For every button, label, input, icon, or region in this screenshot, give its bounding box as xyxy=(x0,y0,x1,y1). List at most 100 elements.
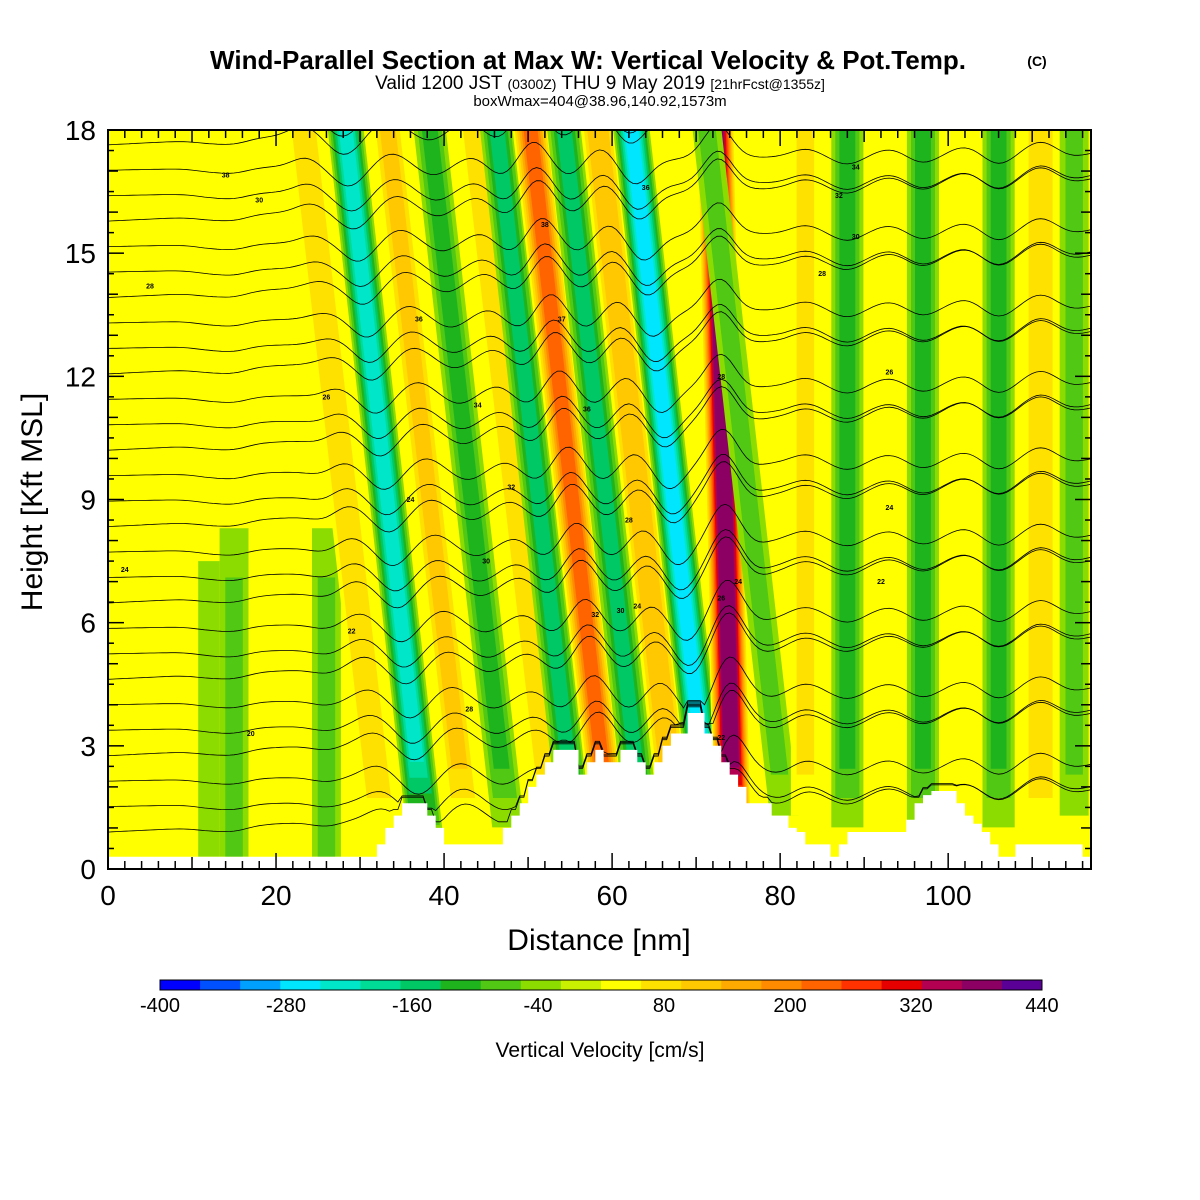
chart-title: Wind-Parallel Section at Max W: Vertical… xyxy=(210,45,966,75)
contour-label-9: 32 xyxy=(507,485,515,492)
contour-label-16: 32 xyxy=(591,612,599,619)
velocity-band-4-level-5 xyxy=(338,130,424,762)
isentrope-5 xyxy=(108,656,1091,719)
isentrope-20 xyxy=(108,278,1091,338)
colorbar-tick-label: 320 xyxy=(899,995,932,1017)
contour-label-30: 24 xyxy=(886,505,894,512)
isentrope-11 xyxy=(108,503,1091,567)
colorbar-swatch xyxy=(721,980,762,990)
colorbar-tick-label: 440 xyxy=(1025,995,1058,1017)
contour-label-14: 37 xyxy=(558,316,566,323)
x-tick-label: 0 xyxy=(100,880,116,911)
contour-label-6: 20 xyxy=(247,731,255,738)
contour-label-0: 38 xyxy=(222,173,230,180)
contour-label-2: 28 xyxy=(146,284,154,291)
isentrope-14 xyxy=(108,428,1091,490)
contour-label-26: 32 xyxy=(835,193,843,200)
contour-label-17: 30 xyxy=(617,608,625,615)
colorbar-swatch xyxy=(801,980,843,990)
velocity-band-15-level-1 xyxy=(796,130,815,775)
x-tick-label: 40 xyxy=(428,880,459,911)
colorbar-tick-label: 200 xyxy=(773,995,806,1017)
contour-label-29: 26 xyxy=(886,370,894,377)
velocity-band-19-level-1 xyxy=(956,130,974,775)
velocity-band-1-level-1 xyxy=(225,577,243,857)
isentrope-21 xyxy=(108,235,1091,305)
colorbar-swatch xyxy=(480,980,522,990)
y-tick-label: 0 xyxy=(80,854,96,885)
contour-label-11: 28 xyxy=(465,706,473,713)
isentrope-19 xyxy=(108,303,1091,363)
contour-label-5: 22 xyxy=(348,628,356,635)
contour-label-18: 28 xyxy=(625,518,633,525)
x-tick-label: 80 xyxy=(765,880,796,911)
contour-label-27: 30 xyxy=(852,234,860,241)
contour-label-3: 26 xyxy=(323,394,331,401)
velocity-band-16-level-2 xyxy=(839,130,856,769)
velocity-band-18-level-2 xyxy=(915,130,931,769)
velocity-band-7-level-1 xyxy=(463,130,554,775)
isentrope-9 xyxy=(108,536,1091,609)
velocity-band-21-level-2 xyxy=(1032,130,1049,769)
velocity-band-5-level-2 xyxy=(379,130,468,769)
contour-label-8: 34 xyxy=(474,403,482,410)
x-tick-label: 100 xyxy=(925,880,972,911)
potential-temperature-contours xyxy=(108,130,1091,833)
contour-label-24: 22 xyxy=(717,735,725,742)
velocity-band-10-level-3 xyxy=(556,130,644,766)
valid-time-line: Valid 1200 JST (0300Z) THU 9 May 2019 [2… xyxy=(375,73,825,94)
velocity-band-0-level-0 xyxy=(198,561,220,857)
isentrope-25 xyxy=(108,150,1091,212)
colorbar-title: Vertical Velocity [cm/s] xyxy=(496,1039,705,1062)
terrain-profile xyxy=(108,713,1091,869)
x-axis: 0 20 40 60 80 100 xyxy=(100,130,1084,911)
isentrope-22 xyxy=(108,228,1091,287)
colorbar-swatch xyxy=(400,980,442,990)
colorbar-tick-label: -280 xyxy=(266,995,306,1017)
x-tick-label: 60 xyxy=(597,880,628,911)
contour-label-1: 30 xyxy=(255,197,263,204)
colorbar-swatch xyxy=(160,980,201,990)
colorbar-swatch xyxy=(841,980,883,990)
isentrope-8 xyxy=(108,580,1091,643)
colorbar-swatch xyxy=(961,980,1003,990)
contour-label-23: 24 xyxy=(734,579,742,586)
contour-label-19: 24 xyxy=(633,604,641,611)
isentrope-0 xyxy=(108,706,1091,833)
colorbar-swatch xyxy=(200,980,241,990)
velocity-band-22-level-1 xyxy=(1065,130,1083,775)
isentrope-15 xyxy=(108,386,1091,457)
isentrope-13 xyxy=(108,454,1091,516)
terrain-mask xyxy=(108,713,1091,869)
contour-label-12: 24 xyxy=(407,497,415,504)
velocity-band-12-level-6 xyxy=(624,130,710,761)
colorbar-tick-label: 80 xyxy=(653,995,675,1017)
colorbar-swatch xyxy=(440,980,482,990)
colorbar-swatch xyxy=(641,980,682,990)
colorbar: -400 -280 -160 -40 80 200 320 440 xyxy=(140,979,1059,1017)
colorbar-swatch xyxy=(881,980,923,990)
contour-label-28: 28 xyxy=(818,271,826,278)
colorbar-swatch xyxy=(280,980,321,990)
colorbar-tick-label: -160 xyxy=(392,995,432,1017)
colorbar-swatch xyxy=(761,980,802,990)
colorbar-swatch xyxy=(320,980,361,990)
isentrope-23 xyxy=(108,202,1091,262)
velocity-band-9-level-5 xyxy=(523,130,609,762)
forecast-tag: [21hrFcst@1355z] xyxy=(710,76,825,92)
x-tick-label: 20 xyxy=(260,880,291,911)
chart-subtitle: boxWmax=404@38.96,140.92,1573m xyxy=(473,93,726,110)
isentrope-18 xyxy=(108,311,1091,381)
contour-label-15: 36 xyxy=(583,407,591,414)
y-tick-label: 15 xyxy=(65,238,96,269)
isentrope-1 xyxy=(108,705,1091,812)
colorbar-tick-label: -400 xyxy=(140,995,180,1017)
colorbar-swatch xyxy=(240,980,281,990)
isentrope-6 xyxy=(108,612,1091,685)
velocity-band-11-level-3 xyxy=(590,130,677,766)
vertical-velocity-field xyxy=(198,130,1089,857)
y-tick-label: 18 xyxy=(65,115,96,146)
contour-labels: 38 30 28 26 24 22 20 36 34 32 30 28 24 38 37 36 32 30 28 24… xyxy=(121,164,893,742)
velocity-band-17-level-1 xyxy=(880,130,899,775)
velocity-band-3-level-2 xyxy=(295,130,384,769)
